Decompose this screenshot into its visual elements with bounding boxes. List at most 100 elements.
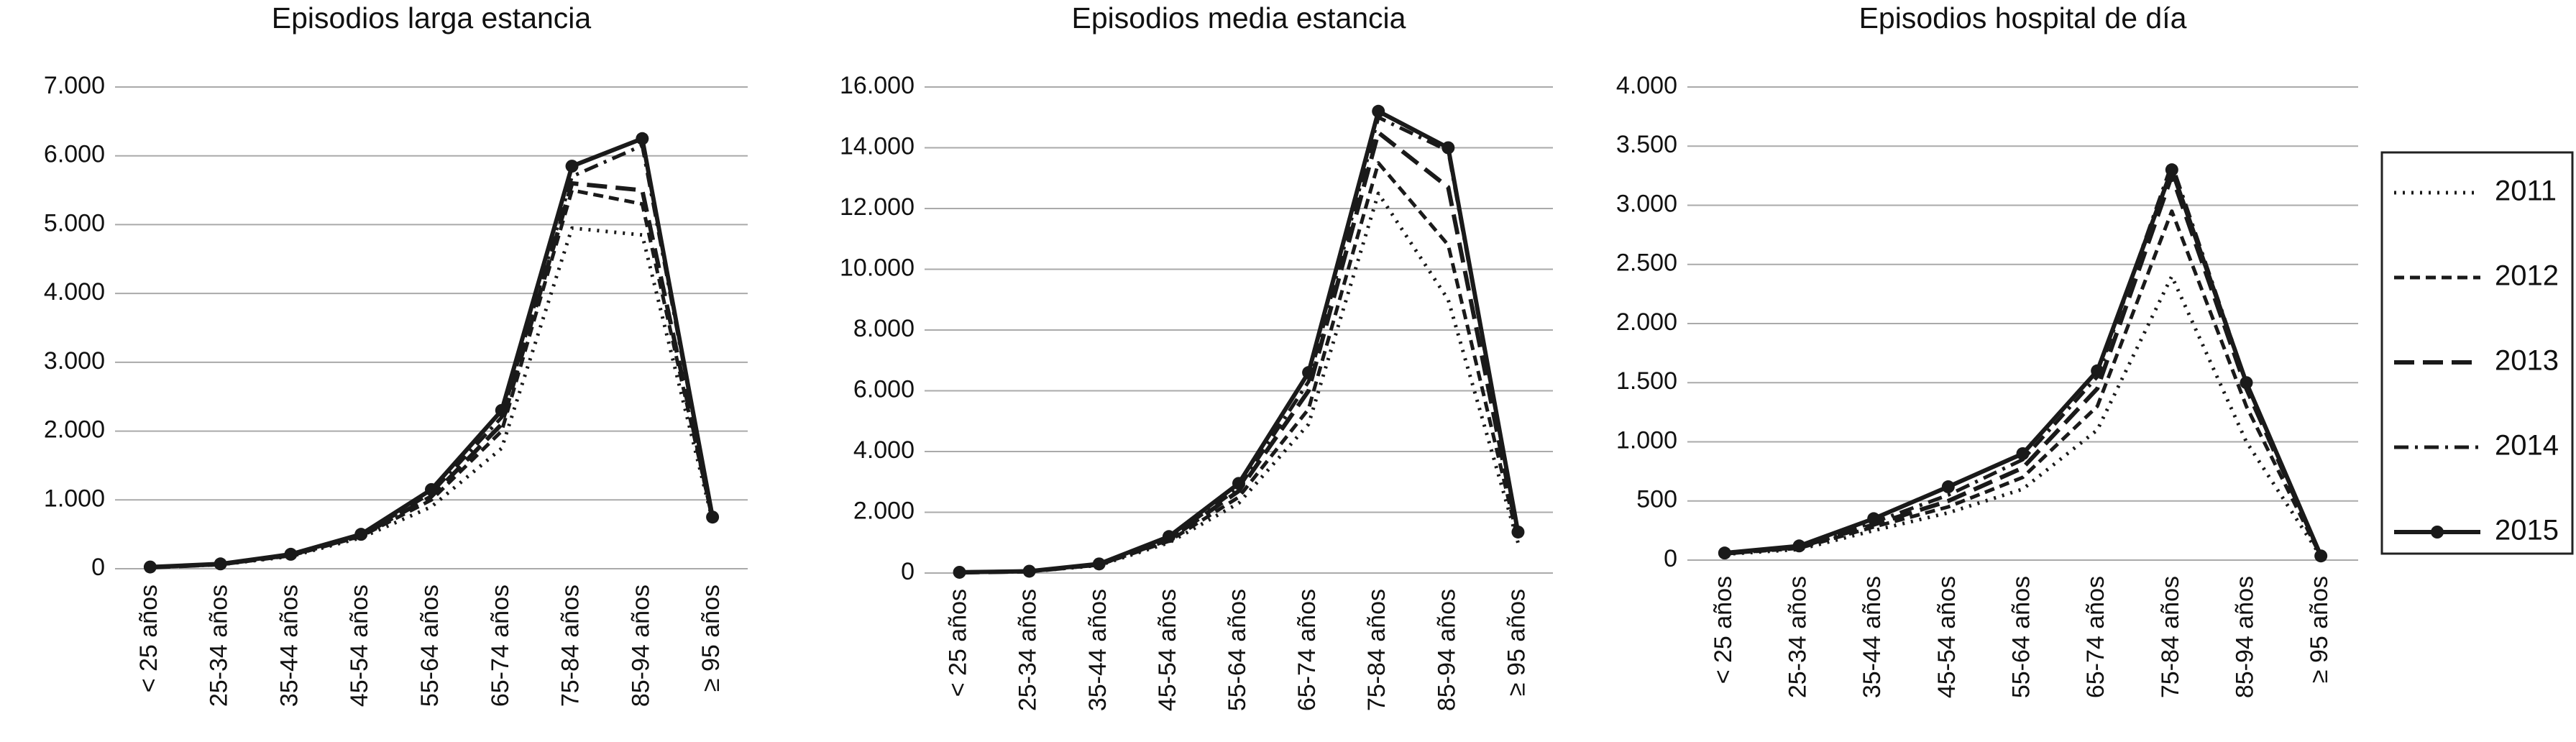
x-tick-label: 55-64 años [416, 585, 444, 707]
y-tick-label: 6.000 [853, 375, 915, 403]
y-tick-label: 4.000 [853, 436, 915, 464]
x-tick-label: ≥ 95 años [697, 585, 725, 692]
point-marker [1792, 539, 1806, 553]
chart-title: Episodios larga estancia [272, 1, 592, 35]
x-tick-label: 25-34 años [206, 585, 233, 707]
point-marker [143, 560, 157, 574]
y-tick-label: 2.000 [1616, 308, 1677, 336]
point-marker [1092, 557, 1106, 571]
x-tick-label: 45-54 años [1933, 576, 1961, 698]
series-line [150, 188, 715, 569]
y-tick-label: 3.500 [1616, 131, 1677, 158]
x-tick-label: < 25 años [135, 585, 162, 692]
point-marker [2314, 549, 2328, 563]
point-marker [1511, 525, 1525, 539]
point-marker [2016, 446, 2030, 460]
y-tick-label: 500 [1636, 486, 1677, 513]
series-line [959, 130, 1521, 575]
x-tick-label: 75-84 años [2157, 576, 2184, 698]
y-tick-label: 3.000 [44, 347, 105, 375]
point-marker [706, 510, 720, 524]
legend-label: 2014 [2495, 430, 2559, 462]
point-marker [425, 482, 438, 496]
x-tick-label: < 25 años [1710, 576, 1737, 684]
series-line [959, 115, 1520, 574]
x-tick-label: 35-44 años [1084, 589, 1111, 711]
x-tick-label: 35-44 años [1858, 576, 1886, 698]
y-tick-label: 10.000 [840, 254, 915, 281]
point-marker [1232, 477, 1245, 490]
point-marker [1162, 530, 1175, 544]
point-marker [636, 132, 649, 145]
x-tick-label: 65-74 años [487, 585, 514, 707]
x-tick-label: < 25 años [945, 589, 972, 697]
y-tick-label: 0 [901, 558, 915, 585]
series-line [150, 181, 715, 570]
point-marker [953, 565, 966, 579]
y-tick-label: 1.500 [1616, 367, 1677, 395]
y-tick-label: 14.000 [840, 132, 915, 160]
point-marker [2165, 163, 2178, 177]
point-marker [1718, 546, 1731, 560]
y-tick-label: 6.000 [44, 141, 105, 168]
series-line [150, 143, 715, 569]
point-marker [495, 403, 508, 417]
legend-label: 2011 [2495, 175, 2557, 207]
y-tick-label: 1.000 [44, 485, 105, 512]
series-line [1724, 209, 2323, 558]
y-tick-label: 16.000 [840, 72, 915, 99]
y-tick-label: 0 [1664, 545, 1677, 572]
y-tick-label: 12.000 [840, 193, 915, 221]
x-tick-label: 85-94 años [627, 585, 654, 707]
y-tick-label: 4.000 [1616, 72, 1677, 99]
y-tick-label: 2.500 [1616, 249, 1677, 277]
x-tick-label: 65-74 años [1293, 589, 1321, 711]
y-tick-label: 3.000 [1616, 190, 1677, 217]
y-tick-label: 1.000 [1616, 426, 1677, 454]
x-tick-label: ≥ 95 años [2306, 576, 2333, 683]
x-tick-label: 85-94 años [1433, 589, 1460, 711]
point-marker [1302, 366, 1316, 380]
y-tick-label: 2.000 [44, 416, 105, 444]
x-tick-label: 55-64 años [1224, 589, 1251, 711]
x-tick-label: 55-64 años [2007, 576, 2035, 698]
y-tick-label: 0 [91, 554, 105, 581]
series-line [1724, 274, 2323, 558]
point-marker [1867, 512, 1881, 526]
x-tick-label: 45-54 años [1154, 589, 1181, 711]
x-tick-label: 35-44 años [275, 585, 303, 707]
x-tick-label: 75-84 años [1363, 589, 1390, 711]
x-tick-label: 25-34 años [1784, 576, 1811, 698]
x-tick-label: 45-54 años [346, 585, 373, 707]
point-marker [2091, 364, 2104, 377]
legend-label: 2013 [2495, 345, 2559, 377]
x-tick-label: 25-34 años [1014, 589, 1042, 711]
point-marker [1372, 104, 1385, 118]
point-marker [565, 160, 579, 173]
legend-label: 2012 [2495, 260, 2559, 292]
point-marker [1441, 141, 1455, 155]
x-tick-label: ≥ 95 años [1503, 589, 1530, 696]
series-line [1724, 162, 2323, 557]
chart-title: Episodios hospital de día [1859, 1, 2187, 35]
y-tick-label: 2.000 [853, 497, 915, 524]
series-line [1724, 173, 2323, 557]
y-tick-label: 7.000 [44, 72, 105, 99]
legend-box [2380, 151, 2574, 555]
point-marker [214, 557, 227, 571]
point-marker [1941, 480, 1955, 494]
legend-label: 2015 [2495, 515, 2559, 546]
point-marker [1022, 564, 1036, 578]
series-line [959, 191, 1520, 574]
x-tick-label: 65-74 años [2082, 576, 2109, 698]
y-tick-label: 4.000 [44, 278, 105, 306]
point-marker [354, 528, 368, 541]
x-tick-label: 75-84 años [557, 585, 585, 707]
series-line [150, 226, 715, 569]
x-tick-label: 85-94 años [2231, 576, 2258, 698]
series-line [959, 161, 1520, 574]
legend-marker [2431, 526, 2444, 539]
point-marker [2240, 376, 2253, 390]
y-tick-label: 5.000 [44, 209, 105, 237]
